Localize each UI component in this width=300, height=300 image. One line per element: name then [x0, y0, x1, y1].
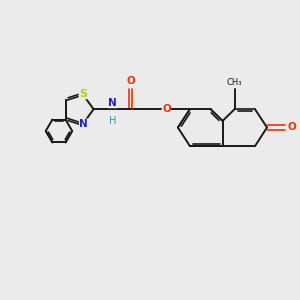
Text: H: H — [109, 116, 116, 126]
Text: N: N — [80, 119, 88, 129]
Text: O: O — [126, 76, 135, 86]
Text: O: O — [162, 103, 171, 114]
Text: O: O — [287, 122, 296, 133]
Text: N: N — [108, 98, 117, 108]
Text: CH₃: CH₃ — [227, 78, 242, 87]
Text: S: S — [79, 89, 87, 99]
